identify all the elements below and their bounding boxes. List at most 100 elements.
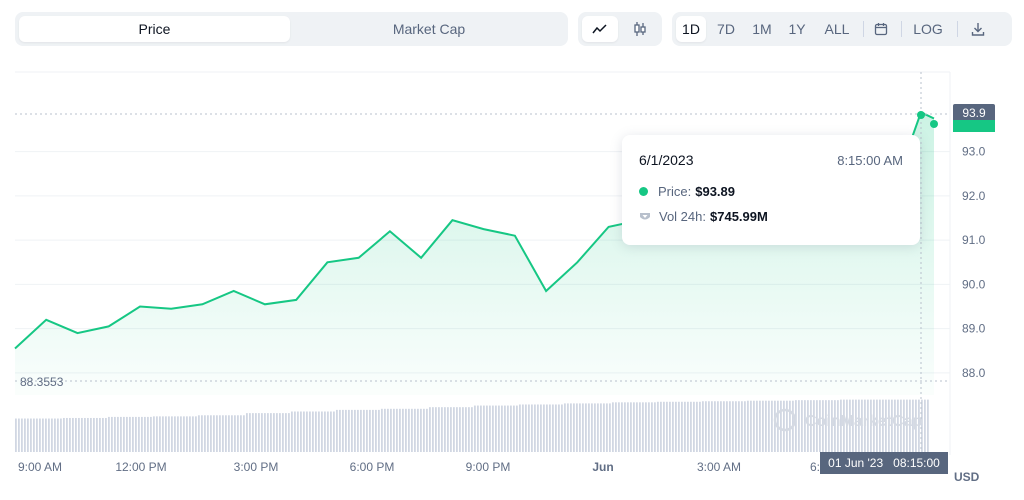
volume-bar	[546, 404, 548, 452]
volume-bar	[321, 411, 323, 452]
volume-bar	[111, 416, 113, 452]
volume-bar	[423, 408, 425, 452]
volume-bar	[627, 402, 629, 452]
x-tick-label: 3:00 PM	[234, 460, 279, 474]
range-1d[interactable]: 1D	[676, 16, 706, 42]
volume-bar	[714, 401, 716, 452]
volume-bar	[492, 405, 494, 452]
volume-bar	[360, 409, 362, 452]
volume-bar	[465, 407, 467, 452]
volume-bar	[153, 416, 155, 452]
volume-bar	[177, 416, 179, 452]
volume-bar	[507, 405, 509, 452]
log-toggle[interactable]: LOG	[913, 21, 943, 37]
volume-bar	[414, 408, 416, 452]
volume-bar	[864, 399, 866, 452]
line-chart-icon[interactable]	[582, 16, 618, 42]
volume-bar	[18, 418, 20, 452]
tab-market-cap[interactable]: Market Cap	[392, 21, 466, 37]
range-all[interactable]: ALL	[824, 21, 850, 37]
volume-bar	[858, 399, 860, 452]
volume-bar	[126, 416, 128, 452]
volume-bar	[192, 416, 194, 452]
x-tick-label: 9:00 PM	[466, 460, 511, 474]
volume-bar	[708, 401, 710, 452]
open-price-label: 88.3553	[20, 375, 64, 389]
volume-bar	[339, 409, 341, 452]
volume-bar	[123, 416, 125, 452]
volume-bar	[306, 411, 308, 452]
volume-bar	[351, 409, 353, 452]
volume-bar	[630, 402, 632, 452]
x-tick-label: 9:00 AM	[18, 460, 62, 474]
volume-bar	[21, 418, 23, 452]
calendar-icon[interactable]	[868, 16, 894, 42]
volume-bar	[288, 413, 290, 452]
volume-bar	[363, 409, 365, 452]
candlestick-icon[interactable]	[622, 16, 658, 42]
volume-bar	[285, 413, 287, 452]
volume-bar	[297, 411, 299, 452]
volume-bar	[330, 411, 332, 452]
volume-bar	[372, 409, 374, 452]
divider	[957, 21, 958, 37]
volume-bar	[444, 407, 446, 452]
volume-bar	[168, 416, 170, 452]
volume-bar	[429, 407, 431, 452]
volume-bar	[522, 404, 524, 452]
volume-bar	[540, 404, 542, 452]
volume-bar	[900, 399, 902, 452]
volume-bar	[441, 407, 443, 452]
volume-bar	[183, 416, 185, 452]
volume-bar	[567, 403, 569, 452]
volume-bar	[927, 399, 929, 452]
price-marketcap-toggle: Price Market Cap	[15, 12, 568, 46]
volume-bar	[156, 416, 158, 452]
volume-bar	[186, 416, 188, 452]
volume-bar	[804, 400, 806, 452]
range-7d[interactable]: 7D	[717, 21, 735, 37]
download-icon[interactable]	[964, 16, 992, 42]
volume-bar	[756, 400, 758, 452]
volume-bar	[663, 401, 665, 452]
volume-bar	[681, 401, 683, 452]
volume-bar	[570, 403, 572, 452]
volume-bar	[42, 418, 44, 452]
volume-bar	[189, 416, 191, 452]
volume-bar	[39, 418, 41, 452]
range-1m[interactable]: 1M	[752, 21, 772, 37]
volume-bar	[579, 403, 581, 452]
price-chart[interactable]: 88.3553 93.0 92.0 91.0 90.0 89.0 88.0 9:00 AM…	[0, 60, 1024, 500]
volume-bar	[435, 407, 437, 452]
volume-bar	[813, 400, 815, 452]
volume-bar	[903, 399, 905, 452]
volume-bar	[873, 399, 875, 452]
volume-bar	[558, 404, 560, 452]
volume-bar	[114, 416, 116, 452]
volume-bar	[480, 405, 482, 452]
volume-bar	[48, 418, 50, 452]
x-tick-label: 6:00 PM	[350, 460, 395, 474]
volume-bar	[198, 415, 200, 452]
range-toolbar: 1D 7D 1M 1Y ALL LOG	[672, 12, 1012, 46]
volume-bar	[345, 409, 347, 452]
volume-bar	[75, 417, 77, 452]
range-1y[interactable]: 1Y	[788, 21, 806, 37]
volume-bar	[495, 405, 497, 452]
volume-bar	[894, 399, 896, 452]
y-tick-label: 89.0	[962, 322, 986, 336]
volume-bar	[633, 402, 635, 452]
volume-bar	[846, 399, 848, 452]
volume-bar	[909, 399, 911, 452]
volume-bar	[228, 415, 230, 452]
volume-bar	[162, 416, 164, 452]
volume-bar	[402, 408, 404, 452]
tab-price[interactable]: Price	[19, 16, 290, 42]
volume-bar	[258, 413, 260, 452]
volume-bar	[405, 408, 407, 452]
volume-bar	[336, 409, 338, 452]
volume-bar	[636, 402, 638, 452]
watermark-logo-icon	[773, 408, 797, 432]
volume-bar	[30, 418, 32, 452]
volume-bar	[591, 403, 593, 452]
